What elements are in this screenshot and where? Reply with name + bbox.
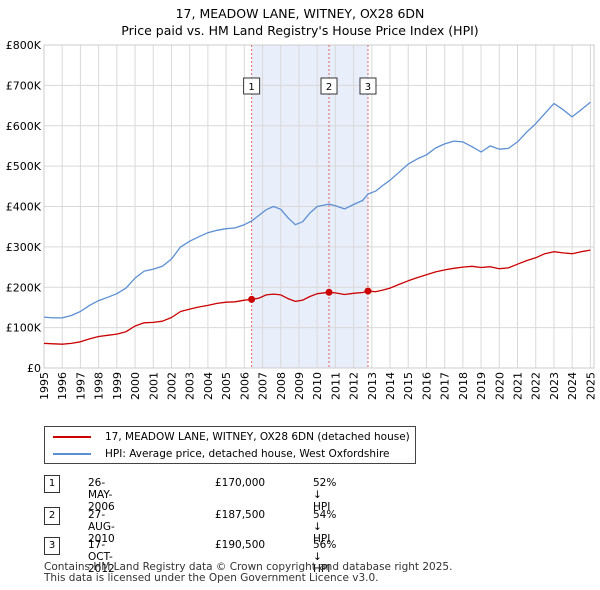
y-tick-label: £700K	[6, 79, 42, 92]
x-tick-label: 2006	[238, 372, 251, 400]
x-tick-label: 2004	[202, 372, 215, 400]
transaction-number: 2	[44, 507, 60, 525]
legend-label-property: 17, MEADOW LANE, WITNEY, OX28 6DN (detac…	[105, 431, 410, 443]
hpi-line	[43, 101, 591, 319]
transaction-point	[325, 288, 333, 296]
transaction-label: 1	[248, 82, 254, 93]
transaction-hpi-diff: 54% ↓ HPI	[313, 509, 337, 545]
x-tick-label: 2009	[293, 372, 306, 400]
transaction-number: 3	[44, 537, 60, 555]
x-tick-label: 2014	[384, 372, 397, 400]
plot-border	[43, 44, 595, 369]
chart-title: 17, MEADOW LANE, WITNEY, OX28 6DN	[175, 6, 425, 21]
y-tick-label: £800K	[6, 39, 42, 52]
x-tick-label: 2023	[548, 372, 561, 400]
transaction-label-box	[320, 77, 338, 95]
y-tick-label: £300K	[6, 241, 42, 254]
x-tick-label: 2015	[402, 372, 415, 400]
footer-copyright: Contains HM Land Registry data © Crown c…	[44, 561, 453, 573]
transaction-hpi-diff: 52% ↓ HPI	[313, 477, 337, 513]
y-tick-label: £0	[27, 362, 41, 375]
footer-licence: This data is licensed under the Open Gov…	[44, 572, 379, 584]
legend-label-hpi: HPI: Average price, detached house, West…	[105, 448, 390, 460]
y-tick-label: £400K	[6, 201, 42, 214]
x-tick-label: 2024	[566, 372, 579, 400]
transaction-number: 1	[44, 475, 60, 493]
x-tick-label: 2005	[220, 372, 233, 400]
x-tick-label: 1996	[56, 372, 69, 400]
x-tick-label: 2003	[184, 372, 197, 400]
transaction-label: 2	[326, 82, 332, 93]
x-tick-label: 2011	[329, 372, 342, 400]
property-price-line	[43, 249, 591, 345]
transaction-label: 3	[365, 82, 371, 93]
x-tick-label: 2025	[584, 372, 597, 400]
x-tick-label: 2012	[348, 372, 361, 400]
x-tick-label: 1998	[93, 372, 106, 400]
x-tick-label: 2019	[475, 372, 488, 400]
transaction-point	[248, 295, 256, 303]
legend-item-hpi: HPI: Average price, detached house, West…	[53, 446, 390, 462]
y-tick-label: £500K	[6, 160, 42, 173]
legend-item-property: 17, MEADOW LANE, WITNEY, OX28 6DN (detac…	[53, 429, 410, 445]
y-tick-label: £200K	[6, 281, 42, 294]
transaction-date: 17-OCT-2012	[88, 539, 115, 575]
x-tick-label: 1995	[38, 372, 51, 400]
transaction-point	[364, 287, 372, 295]
x-tick-label: 2013	[366, 372, 379, 400]
x-tick-label: 1999	[111, 372, 124, 400]
x-tick-label: 2016	[420, 372, 433, 400]
x-tick-label: 2010	[311, 372, 324, 400]
x-tick-label: 2001	[147, 372, 160, 400]
x-tick-label: 2020	[493, 372, 506, 400]
x-tick-label: 2022	[530, 372, 543, 400]
transaction-price: £187,500	[215, 509, 266, 521]
y-tick-label: £100K	[6, 322, 42, 335]
legend-swatch-hpi	[53, 453, 91, 455]
legend-swatch-property	[53, 436, 91, 438]
transaction-price: £190,500	[215, 539, 266, 551]
x-tick-label: 2007	[257, 372, 270, 400]
transaction-date: 26-MAY-2006	[88, 477, 115, 513]
transaction-date: 27-AUG-2010	[88, 509, 115, 545]
x-tick-label: 1997	[74, 372, 87, 400]
legend: 17, MEADOW LANE, WITNEY, OX28 6DN (detac…	[44, 426, 416, 464]
x-tick-label: 2008	[275, 372, 288, 400]
x-tick-label: 2018	[457, 372, 470, 400]
transaction-label-box	[359, 77, 377, 95]
y-tick-label: £600K	[6, 120, 42, 133]
x-tick-label: 2017	[439, 372, 452, 400]
chart-subtitle: Price paid vs. HM Land Registry's House …	[121, 23, 479, 38]
transaction-hpi-diff: 56% ↓ HPI	[313, 539, 337, 575]
x-tick-label: 2002	[165, 372, 178, 400]
transaction-label-box	[243, 77, 261, 95]
x-tick-label: 2021	[512, 372, 525, 400]
transaction-price: £170,000	[215, 477, 266, 489]
x-tick-label: 2000	[129, 372, 142, 400]
